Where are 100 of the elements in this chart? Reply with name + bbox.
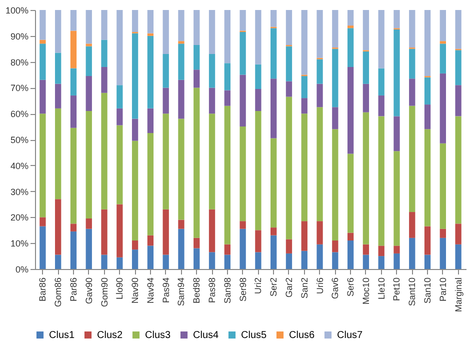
- y-tick-label: 30%: [10, 186, 28, 197]
- bar: [70, 30, 77, 68]
- bar: [362, 112, 370, 244]
- bar: [286, 96, 292, 240]
- bar: [70, 95, 77, 128]
- bar: [255, 230, 262, 252]
- bar: [316, 10, 323, 58]
- bar: [86, 10, 92, 44]
- bar: [440, 73, 446, 144]
- bar: [208, 54, 216, 88]
- bar: [240, 32, 246, 75]
- bar: [101, 66, 108, 93]
- bar: [455, 10, 462, 49]
- x-tick-label: Sant10: [407, 278, 418, 306]
- x-tick-label: Par10: [438, 278, 448, 302]
- bar: [286, 239, 292, 254]
- bar: [378, 95, 384, 116]
- y-tick-label: 60%: [10, 109, 28, 120]
- bar: [301, 98, 308, 114]
- bar: [178, 44, 184, 80]
- bar: [347, 240, 354, 269]
- bar: [332, 129, 338, 241]
- bar: [301, 76, 308, 98]
- bar: [194, 44, 200, 70]
- x-tick-label: Par86: [68, 278, 78, 302]
- legend-label: Clus1: [49, 330, 76, 341]
- legend-label: Clus7: [337, 330, 364, 341]
- bar: [224, 10, 230, 64]
- bar: [86, 218, 92, 229]
- bar: [394, 116, 400, 152]
- bar: [286, 81, 292, 97]
- x-tick-label: Uri2: [253, 278, 264, 294]
- bar: [440, 44, 446, 74]
- bar: [409, 212, 416, 238]
- bar: [240, 228, 246, 269]
- x-tick-label: Pet10: [392, 278, 402, 302]
- bar: [270, 78, 277, 138]
- bar: [347, 154, 354, 233]
- x-tick-label: Gav90: [84, 278, 94, 304]
- bar: [455, 85, 462, 116]
- x-tick-label: Bed98: [192, 278, 202, 304]
- bar: [86, 76, 92, 112]
- bar: [101, 209, 108, 255]
- bar: [55, 199, 62, 255]
- bar: [40, 217, 46, 226]
- bar: [178, 118, 184, 220]
- bar: [194, 248, 200, 269]
- bar: [147, 108, 154, 134]
- bar: [240, 10, 246, 31]
- legend-label: Clus2: [97, 330, 124, 341]
- bar: [394, 10, 400, 28]
- y-tick-label: 40%: [10, 160, 28, 171]
- bar: [362, 51, 370, 84]
- bar: [394, 151, 400, 246]
- bar: [270, 235, 277, 269]
- bar: [208, 209, 216, 252]
- bar: [101, 10, 108, 40]
- bar: [255, 10, 262, 64]
- x-tick-label: Gar2: [284, 278, 294, 298]
- x-tick-label: Gom90: [99, 278, 110, 308]
- bar: [316, 244, 323, 269]
- bar: [440, 238, 446, 269]
- bar: [409, 238, 416, 269]
- bar: [270, 138, 277, 228]
- bar: [132, 33, 138, 119]
- bar: [409, 10, 416, 48]
- bar: [316, 84, 323, 108]
- bar: [332, 240, 338, 252]
- bar: [378, 256, 384, 269]
- bar: [70, 128, 77, 224]
- bar: [162, 209, 169, 255]
- bar: [301, 221, 308, 251]
- bar: [362, 254, 370, 269]
- bar: [347, 10, 354, 26]
- bar: [255, 64, 262, 89]
- bar: [132, 250, 138, 269]
- bar: [332, 48, 338, 108]
- bar: [162, 254, 169, 269]
- bar: [394, 29, 400, 116]
- bar: [440, 10, 446, 42]
- bar: [55, 84, 62, 108]
- x-tick-label: Pas94: [160, 278, 171, 304]
- bar: [70, 231, 77, 269]
- x-tick-label: Sam94: [176, 278, 186, 306]
- x-tick-label: Llo90: [114, 278, 125, 300]
- bar: [178, 10, 184, 42]
- bar: [409, 106, 416, 212]
- bar: [70, 68, 77, 96]
- bar: [424, 77, 431, 105]
- x-tick-label: Ser98: [238, 278, 248, 302]
- bar: [194, 70, 200, 88]
- bar: [55, 108, 62, 200]
- bar: [101, 92, 108, 210]
- bar: [70, 10, 77, 31]
- x-tick-label: Bar86: [38, 278, 48, 302]
- bar: [424, 129, 431, 226]
- bar: [162, 114, 169, 210]
- bar: [332, 107, 338, 130]
- bar: [424, 10, 431, 76]
- bar: [116, 10, 123, 86]
